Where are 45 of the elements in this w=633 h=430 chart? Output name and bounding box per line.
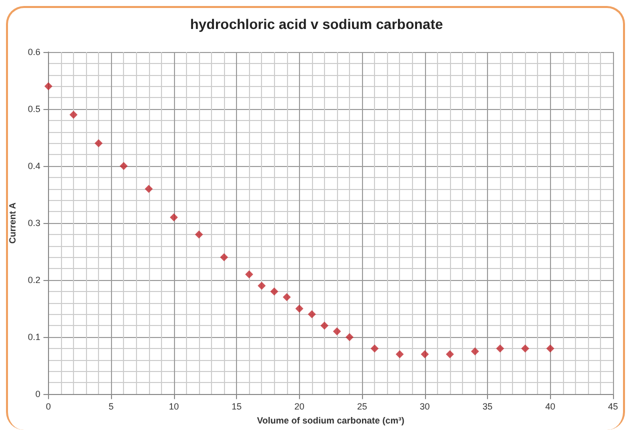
y-axis-title: Current A	[8, 202, 18, 244]
y-tick-label: 0.3	[28, 218, 40, 228]
x-tick-label: 5	[108, 402, 114, 412]
point	[194, 230, 203, 238]
x-tick-label: 15	[232, 402, 242, 412]
x-tick-label: 10	[168, 402, 179, 412]
point	[270, 287, 278, 296]
point	[521, 344, 530, 352]
point	[170, 213, 178, 222]
point	[320, 322, 328, 330]
y-tick-label: 0.2	[28, 275, 40, 286]
x-tick-label: 40	[545, 402, 556, 412]
point	[470, 347, 479, 356]
point	[295, 304, 304, 313]
point	[70, 110, 78, 119]
point	[245, 270, 254, 278]
point	[258, 282, 266, 290]
x-tick-label: 25	[357, 402, 368, 412]
y-tick-label: 0.6	[28, 47, 40, 57]
point	[282, 293, 291, 302]
x-tick-label: 45	[608, 402, 618, 412]
chart-title: hydrochloric acid v sodium carbonate	[190, 16, 444, 32]
point	[120, 162, 128, 170]
point	[94, 139, 103, 148]
x-axis-title: Volume of sodium carbonate (cm³)	[257, 416, 404, 426]
point	[546, 344, 554, 352]
point	[220, 253, 228, 262]
point	[370, 344, 379, 352]
point	[44, 82, 52, 90]
point	[332, 327, 341, 336]
point	[144, 184, 153, 193]
point	[446, 350, 454, 358]
x-tick-label: 35	[482, 402, 493, 412]
point	[308, 310, 316, 318]
x-tick-label: 0	[46, 402, 51, 412]
x-tick-label: 30	[420, 402, 430, 412]
point	[420, 350, 429, 358]
point	[496, 344, 504, 352]
y-tick-label: 0	[35, 389, 40, 400]
y-tick-label: 0.4	[28, 161, 40, 172]
point	[396, 350, 404, 358]
x-tick-label: 20	[294, 402, 304, 412]
point	[346, 333, 354, 342]
y-tick-label: 0.5	[28, 104, 40, 114]
y-tick-label: 0.1	[28, 332, 40, 342]
